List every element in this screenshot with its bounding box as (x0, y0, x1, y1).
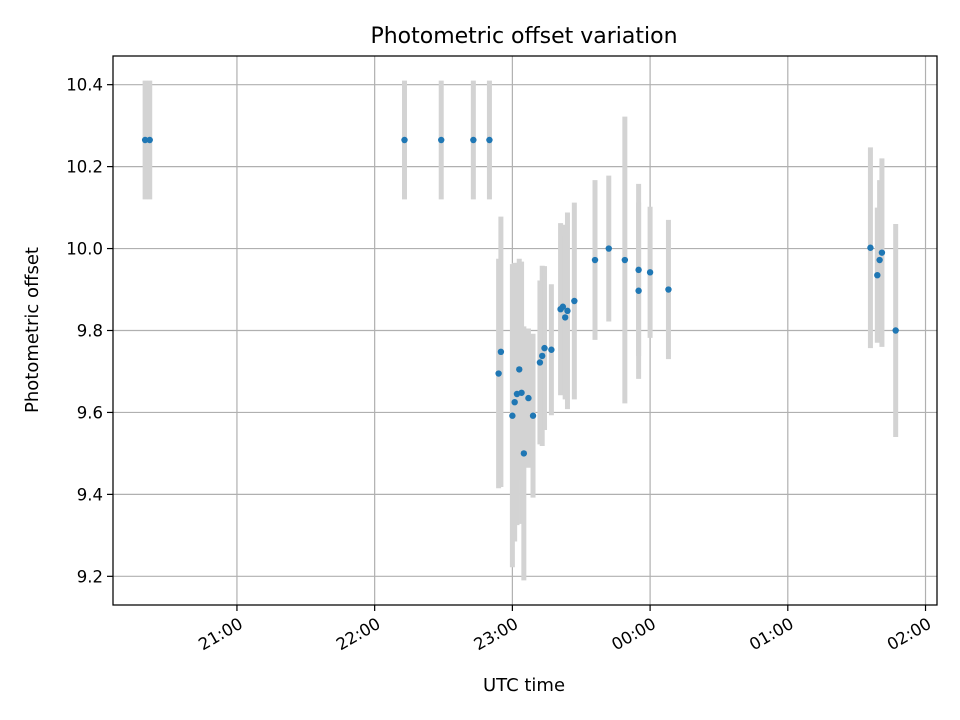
y-tick-label: 10.0 (66, 240, 103, 259)
x-tick-label: 22:00 (333, 614, 384, 654)
data-point (529, 412, 537, 419)
data-point (525, 394, 532, 402)
data-point (876, 256, 883, 264)
data-point (564, 307, 571, 315)
data-point (438, 136, 445, 144)
data-point (495, 370, 502, 377)
data-points (141, 136, 899, 457)
data-point (867, 244, 874, 251)
data-point (571, 297, 578, 305)
data-point (486, 136, 493, 144)
data-point (541, 344, 548, 352)
data-point (520, 450, 528, 457)
y-tick-label: 10.2 (66, 158, 103, 177)
y-axis-label: Photometric offset (22, 247, 43, 413)
data-point (509, 412, 516, 419)
x-tick-label: 00:00 (608, 614, 659, 654)
chart-title: Photometric offset variation (370, 24, 677, 49)
data-point (635, 266, 642, 274)
data-point (559, 303, 567, 310)
x-tick-label: 01:00 (746, 614, 797, 654)
data-point (146, 136, 153, 144)
data-point (516, 366, 523, 373)
y-tick-label: 10.4 (66, 76, 103, 95)
x-tick-label: 23:00 (471, 614, 522, 654)
data-point (591, 256, 599, 264)
data-point (874, 271, 881, 279)
y-tick-label: 9.6 (77, 403, 103, 422)
data-point (605, 245, 612, 252)
data-point (892, 327, 899, 334)
x-axis-label: UTC time (483, 675, 565, 696)
y-tick-label: 9.8 (77, 322, 103, 341)
data-point (878, 249, 886, 256)
y-tick-label: 9.2 (77, 567, 103, 586)
data-point (561, 314, 569, 321)
data-point (497, 348, 505, 356)
data-point (646, 269, 654, 276)
data-point (518, 389, 525, 396)
data-point (536, 359, 544, 366)
data-point (548, 346, 555, 353)
x-tick-label: 02:00 (884, 614, 935, 654)
y-axis: 9.2 9.4 9.6 9.8 10.0 10.2 10.4 (66, 76, 113, 586)
data-point (539, 352, 546, 360)
data-point (141, 136, 149, 144)
data-point (635, 287, 642, 294)
y-tick-label: 9.4 (77, 485, 103, 504)
data-point (511, 398, 518, 406)
data-point (470, 136, 477, 144)
x-axis: 21:00 22:00 23:00 00:00 01:00 02:00 (195, 605, 935, 654)
data-point (401, 136, 408, 144)
data-point (621, 256, 629, 264)
data-point (665, 286, 672, 293)
x-tick-label: 21:00 (195, 614, 246, 654)
